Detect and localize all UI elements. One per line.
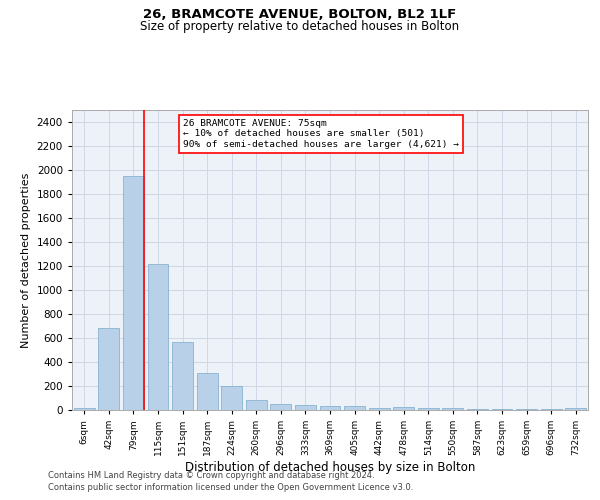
Bar xyxy=(172,342,193,410)
Text: Contains public sector information licensed under the Open Government Licence v3: Contains public sector information licen… xyxy=(48,484,413,492)
Bar xyxy=(491,409,512,410)
Bar xyxy=(271,404,292,410)
Bar xyxy=(467,409,488,410)
Bar xyxy=(98,328,119,410)
Bar xyxy=(320,406,340,410)
Bar xyxy=(246,400,267,410)
Bar xyxy=(368,408,389,410)
Text: Size of property relative to detached houses in Bolton: Size of property relative to detached ho… xyxy=(140,20,460,33)
Bar xyxy=(197,374,218,410)
Bar xyxy=(295,405,316,410)
Text: 26 BRAMCOTE AVENUE: 75sqm
← 10% of detached houses are smaller (501)
90% of semi: 26 BRAMCOTE AVENUE: 75sqm ← 10% of detac… xyxy=(183,119,459,149)
Bar xyxy=(541,409,562,410)
Bar xyxy=(442,408,463,410)
Text: Contains HM Land Registry data © Crown copyright and database right 2024.: Contains HM Land Registry data © Crown c… xyxy=(48,471,374,480)
Bar xyxy=(74,408,95,410)
Bar xyxy=(148,264,169,410)
Bar xyxy=(565,408,586,410)
Bar xyxy=(418,408,439,410)
Bar xyxy=(123,176,144,410)
Bar xyxy=(344,406,365,410)
Y-axis label: Number of detached properties: Number of detached properties xyxy=(21,172,31,348)
X-axis label: Distribution of detached houses by size in Bolton: Distribution of detached houses by size … xyxy=(185,461,475,474)
Bar xyxy=(221,386,242,410)
Bar xyxy=(393,407,414,410)
Bar xyxy=(516,409,537,410)
Text: 26, BRAMCOTE AVENUE, BOLTON, BL2 1LF: 26, BRAMCOTE AVENUE, BOLTON, BL2 1LF xyxy=(143,8,457,20)
